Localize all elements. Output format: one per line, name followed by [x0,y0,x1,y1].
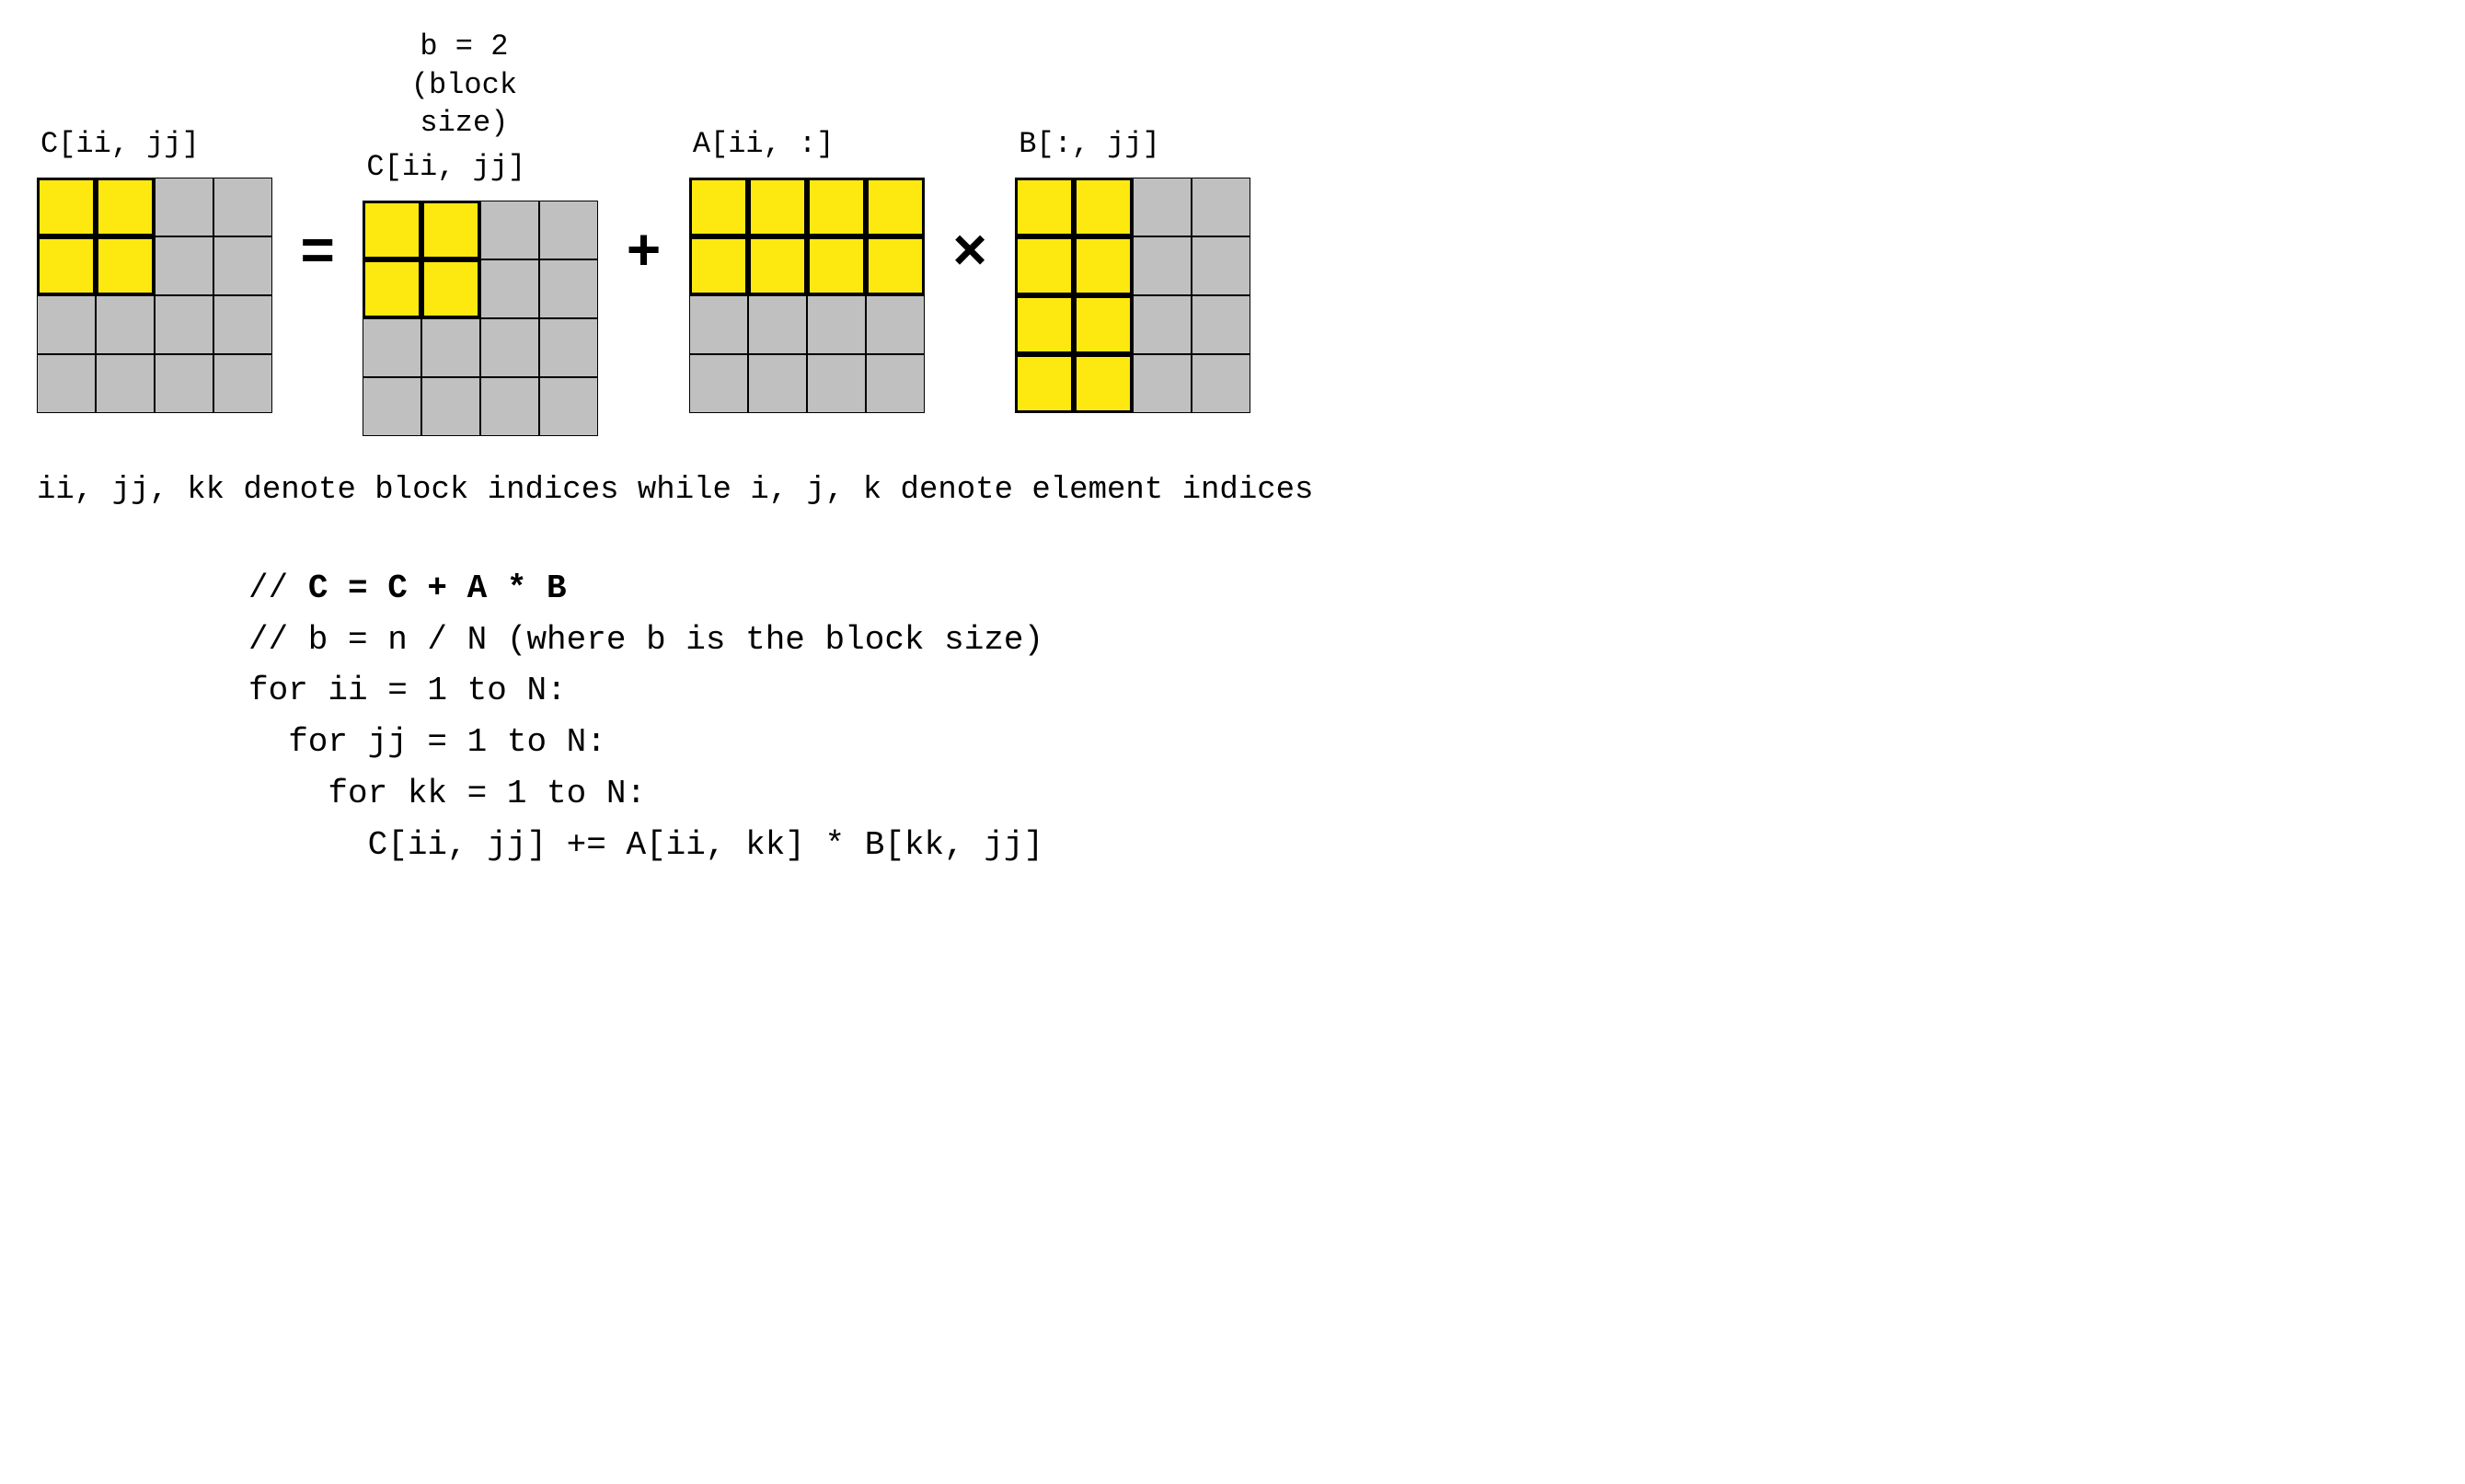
matrix-cell [866,354,925,413]
matrix-B [1015,178,1250,413]
matrix-cell [1015,295,1074,354]
matrix-cell [96,354,155,413]
matrix-cell [866,178,925,236]
code-line6: C[ii, jj] += A[ii, kk] * B[kk, jj] [248,826,1043,864]
operator-plus: + [616,225,670,284]
matrix-cell [1015,236,1074,295]
matrix-cell [539,377,598,436]
matrix-cell [1074,236,1133,295]
matrix-cell [363,377,421,436]
matrix-cell [689,178,748,236]
code-line1-bold: C = C + A * B [308,569,567,607]
matrix-cell [363,201,421,259]
matrix-A [689,178,925,413]
matrix-C-left [37,178,272,413]
pseudocode-block: // C = C + A * B // b = n / N (where b i… [248,563,2428,871]
matrix-cell [748,354,807,413]
matrix-cell [748,178,807,236]
matrix-cell [213,354,272,413]
matrix-cell [866,295,925,354]
matrix-cell [363,318,421,377]
matrix-cell [1015,354,1074,413]
matrix-cell [539,259,598,318]
matrix-cell [37,236,96,295]
matrix-cell [866,236,925,295]
code-line1-prefix: // [248,569,308,607]
matrix-cell [213,178,272,236]
matrix-cell [1133,295,1192,354]
matrix-cell [1192,178,1250,236]
annotation-line2: (block size) [363,66,565,143]
matrix-cell [1192,295,1250,354]
matrix-cell [480,377,539,436]
matrix-cell [96,236,155,295]
matrix-cell [37,178,96,236]
matrix-group-C-left: C[ii, jj] [37,50,272,413]
matrix-cell [1192,354,1250,413]
matrix-cell [480,259,539,318]
index-explanation-text: ii, jj, kk denote block indices while i,… [37,473,2428,508]
matrix-cell [96,178,155,236]
operator-times: × [943,225,996,284]
matrix-cell [213,295,272,354]
matrix-group-A: A[ii, :] [689,50,925,413]
matrix-label-C-left: C[ii, jj] [37,127,200,161]
matrix-cell [807,178,866,236]
matrix-cell [689,295,748,354]
matrix-cell [1133,354,1192,413]
matrix-cell [1133,236,1192,295]
matrix-cell [1074,178,1133,236]
matrix-cell [807,354,866,413]
matrix-label-A: A[ii, :] [689,127,835,161]
matrix-group-C-right: b = 2 (block size) C[ii, jj] [363,28,598,436]
matrix-cell [807,236,866,295]
matrix-diagram-row: C[ii, jj] = b = 2 (block size) C[ii, jj]… [37,28,2428,436]
matrix-cell [807,295,866,354]
matrix-cell [689,236,748,295]
matrix-cell [421,201,480,259]
code-line5: for kk = 1 to N: [248,775,646,812]
matrix-cell [421,318,480,377]
annotation-line1: b = 2 [363,28,565,66]
matrix-cell [37,295,96,354]
matrix-cell [748,236,807,295]
matrix-cell [1133,178,1192,236]
matrix-cell [155,178,213,236]
matrix-label-C-right: C[ii, jj] [363,150,525,184]
matrix-C-right [363,201,598,436]
matrix-cell [421,377,480,436]
block-size-annotation: b = 2 (block size) [363,28,565,143]
matrix-cell [155,236,213,295]
matrix-cell [155,295,213,354]
matrix-cell [480,201,539,259]
matrix-cell [1015,178,1074,236]
matrix-cell [37,354,96,413]
matrix-cell [1074,354,1133,413]
matrix-cell [213,236,272,295]
matrix-cell [155,354,213,413]
matrix-cell [539,318,598,377]
code-line4: for jj = 1 to N: [248,723,606,761]
matrix-cell [421,259,480,318]
matrix-cell [539,201,598,259]
matrix-cell [480,318,539,377]
matrix-cell [96,295,155,354]
operator-equals: = [291,225,344,284]
matrix-label-B: B[:, jj] [1015,127,1160,161]
matrix-cell [748,295,807,354]
code-line2: // b = n / N (where b is the block size) [248,621,1043,659]
matrix-cell [689,354,748,413]
matrix-cell [363,259,421,318]
matrix-group-B: B[:, jj] [1015,50,1250,413]
code-line3: for ii = 1 to N: [248,672,567,709]
matrix-cell [1192,236,1250,295]
matrix-cell [1074,295,1133,354]
